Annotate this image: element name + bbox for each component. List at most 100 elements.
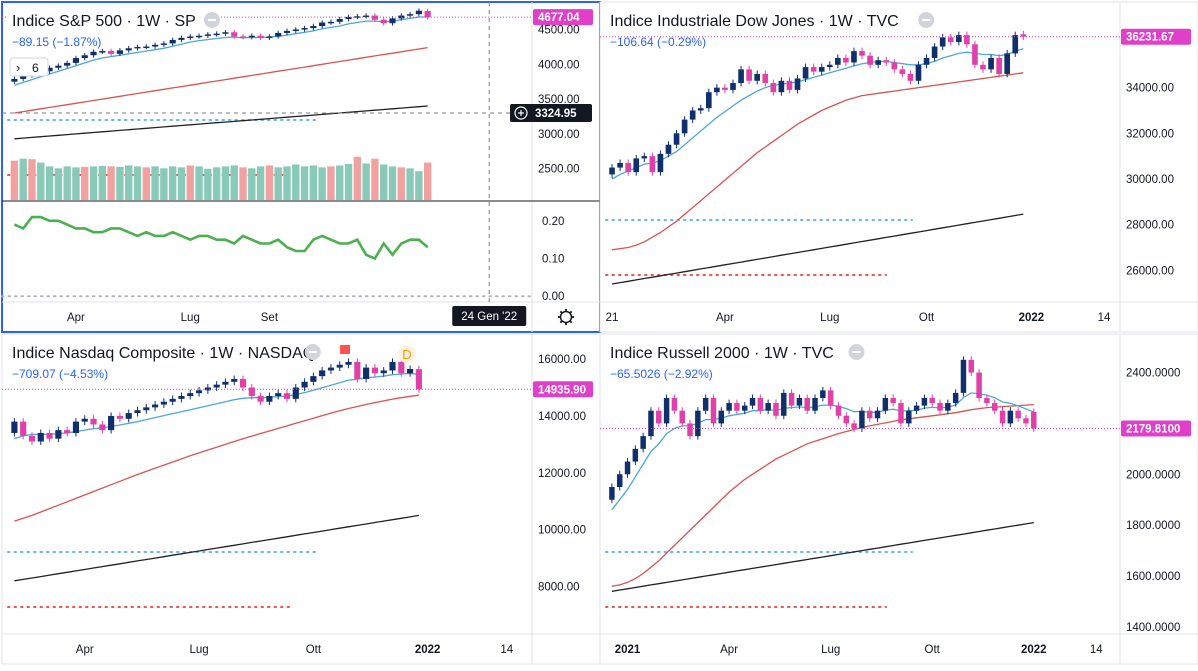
volume-bar [230, 165, 238, 200]
x-tick-label: 21 [606, 312, 619, 324]
candle-body [673, 133, 680, 145]
volume-bar [54, 168, 63, 200]
x-tick-label: Apr [716, 312, 734, 324]
y-tick-label: 1600.0000 [1126, 571, 1180, 583]
candle-body [283, 393, 291, 399]
y-tick-label: 14000.00 [538, 411, 586, 423]
candle-body [28, 435, 36, 442]
candle-body [1007, 410, 1014, 424]
chart-title: Indice Nasdaq Composite · 1W · NASDAQ [12, 345, 315, 362]
volume-bar [344, 164, 353, 200]
volume-bar [37, 162, 45, 200]
chart-panel-rut[interactable]: 2400.0000 2000.0000 1800.0000 1600.0000 1400… [599, 333, 1198, 665]
candle-body [671, 397, 678, 411]
candle-body [960, 359, 967, 393]
candle-body [81, 55, 88, 59]
candle-body [20, 421, 27, 436]
crosshair-date-label: 24 Gen '22 [461, 311, 517, 323]
volume-bar [151, 166, 159, 200]
chart-legend[interactable]: Indice Russell 2000 · 1W · TVC −65.5026 (… [606, 340, 865, 381]
candle-body [125, 413, 132, 419]
y-tick-label: 2000.0000 [1126, 469, 1180, 481]
candle-body [257, 35, 264, 38]
candle-body [116, 50, 123, 54]
gear-icon[interactable] [558, 309, 574, 325]
candle-body [90, 418, 97, 425]
volume-bar [63, 166, 71, 200]
candle-body [609, 167, 615, 175]
candle-body [1020, 34, 1027, 37]
candle-body [178, 396, 185, 399]
candle-body [663, 397, 670, 424]
eye-icon[interactable] [204, 12, 220, 28]
x-tick-label: Lug [189, 644, 208, 656]
candle-body [248, 35, 255, 38]
candle-body [773, 403, 779, 416]
chart-legend[interactable]: Indice S&P 500 · 1W · SP −89.15 (−1.87%) ›… [8, 8, 220, 77]
candle-body [788, 392, 795, 406]
candle-body [929, 397, 935, 404]
volume-bar [327, 166, 335, 200]
candle-body [301, 381, 308, 388]
volume-bar [177, 167, 186, 200]
x-tick-label: Set [261, 312, 279, 324]
indicator-count: 6 [32, 61, 39, 75]
candles [609, 30, 1027, 178]
candle-body [363, 15, 370, 18]
candle-body [152, 404, 159, 408]
candle-body [134, 410, 141, 414]
chart-panel-dji[interactable]: 34000.00 32000.00 30000.00 28000.00 26000.00… [599, 1, 1198, 333]
chart-panel-ixic[interactable]: 16000.00 14000.00 12000.00 10000.00 8000.00 A… [1, 333, 601, 665]
candle-body [222, 381, 229, 385]
candle-body [55, 430, 62, 439]
candle-body [1023, 418, 1029, 424]
crosshair-price-tag [510, 104, 592, 122]
candle-body [72, 58, 80, 63]
candle-body [955, 35, 962, 42]
indicator-count-badge[interactable]: › 6 [9, 57, 49, 77]
sma-mid-line [14, 46, 428, 114]
candle-body [625, 162, 631, 173]
eye-icon[interactable] [848, 344, 865, 360]
eye-icon[interactable] [918, 12, 935, 28]
x-tick-label: Lug [820, 312, 839, 324]
gear-tooth [559, 310, 563, 314]
candle-body [204, 34, 211, 36]
candle-body [843, 57, 849, 63]
candle-body [843, 415, 850, 424]
candle-body [407, 369, 414, 374]
eye-icon[interactable] [304, 344, 321, 360]
volume-bar [142, 167, 150, 200]
candle-body [835, 405, 842, 416]
volume-bar [221, 166, 230, 200]
candle-body [424, 10, 431, 18]
candle-body [1004, 53, 1011, 74]
candle-body [968, 359, 975, 373]
candle-body [266, 396, 273, 402]
candle-body [734, 403, 740, 411]
candle-body [239, 378, 247, 388]
y-tick-label: 30000.00 [1126, 174, 1174, 186]
last-price-label: 4677.04 [538, 12, 580, 24]
chart-panel-spx[interactable]: 4500.00 4000.00 3500.00 3000.00 2500.00 Apr Lu… [1, 1, 601, 333]
x-tick-label: Lug [821, 644, 840, 656]
candle-body [617, 162, 623, 168]
plus-circle-icon[interactable] [514, 106, 528, 120]
legend-bg [8, 8, 205, 32]
candle-body [64, 62, 71, 66]
candle-body [705, 92, 712, 109]
chart-legend[interactable]: Indice Industriale Dow Jones · 1W · TVC −… [606, 8, 935, 49]
candle-body [641, 156, 648, 159]
level-markers [605, 551, 913, 608]
flag-icon[interactable]: D [340, 345, 416, 363]
candle-body [336, 364, 343, 368]
y-tick-label: 1400.0000 [1126, 622, 1180, 634]
candle-body [778, 80, 785, 93]
event-badge: D [402, 347, 411, 362]
candle-body [746, 69, 752, 81]
candle-body [921, 397, 928, 406]
chart-legend[interactable]: Indice Nasdaq Composite · 1W · NASDAQ −70… [8, 340, 416, 381]
volume-bar [98, 165, 107, 200]
last-price-tag [533, 9, 593, 26]
oscillator-line [13, 215, 429, 261]
